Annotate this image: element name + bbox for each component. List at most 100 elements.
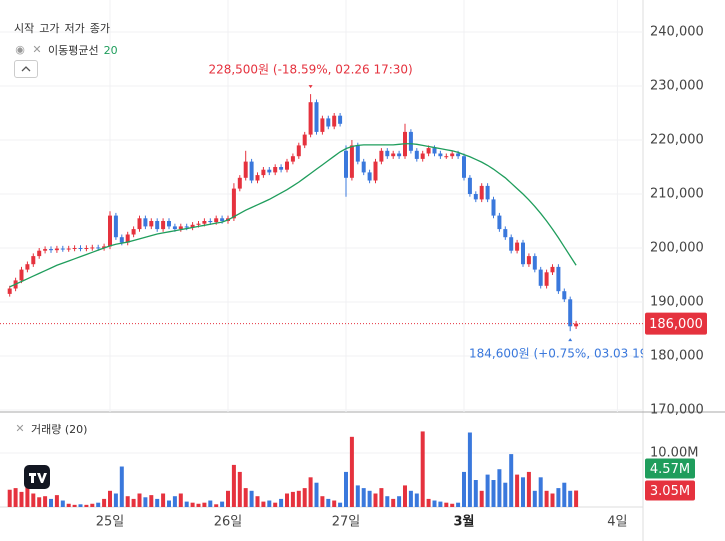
ohlc-label: 종가 [89,22,110,35]
volume-pane [0,431,643,507]
volume-bar [249,490,254,507]
candle-body [167,221,171,227]
candle-body [220,218,225,221]
candle-body [113,215,118,238]
volume-bar [184,501,189,507]
candle-body [43,249,48,251]
candle-body [237,177,242,189]
candle-body [473,194,478,200]
ohlc-legend: 시작 고가 저가 종가 [14,20,110,36]
volume-bar [190,502,195,507]
volume-bar [467,432,472,507]
candle-body [261,169,266,176]
close-icon[interactable]: ✕ [32,43,42,56]
volume-ma-label: 4.57M [650,462,690,477]
candle-body [285,161,289,170]
ohlc-label: 고가 [39,22,60,35]
candle-body [190,224,195,228]
volume-bar [72,504,77,507]
volume-bar [426,498,431,507]
candle-body [78,248,83,249]
y-tick-label: 190,000 [650,295,704,310]
candle-body [178,226,183,230]
candle-body [102,246,107,248]
candle-body [249,161,254,181]
candle-body [562,291,567,300]
volume-bar [521,477,525,507]
candle-body [550,266,555,273]
candle-body [338,115,343,124]
volume-bar [568,490,573,507]
volume-bar [178,493,183,507]
volume-title: 거래량 (20) [31,423,88,436]
candle-body [332,115,337,127]
volume-bar [108,490,112,507]
candle-body [497,215,502,230]
tv-logo [24,465,50,489]
volume-bar [131,498,136,507]
y-tick-label: 170,000 [650,403,704,418]
close-icon[interactable]: ✕ [15,422,25,435]
volume-bar [102,498,107,507]
candle-body [361,161,366,173]
volume-bar [556,488,561,507]
collapse-button[interactable] [14,60,38,78]
candle-body [90,247,95,249]
candle-body [49,249,53,251]
volume-bar [497,469,502,507]
volume-bar [379,488,384,507]
volume-bar [544,490,549,507]
candle-body [208,221,213,223]
volume-bar [403,485,407,507]
volume-ma-badge [645,458,695,479]
volume-bar [367,490,372,507]
candle-body [379,150,384,162]
volume-bar [214,504,219,507]
candle-body [143,218,148,227]
volume-bar [113,493,118,507]
eye-icon[interactable]: ◉ [15,43,25,56]
candle-body [444,156,449,158]
volume-bar [296,490,301,507]
candle-body [467,177,472,194]
candle-body [503,229,508,238]
volume-bar [308,477,313,507]
volume-bar [314,482,319,507]
candle-body [355,145,360,162]
y-tick-label: 220,000 [650,133,704,148]
candle-body [509,237,514,251]
candle-body [66,248,71,250]
candle-body [196,223,201,225]
candle-body [515,242,520,251]
volume-bar [338,502,343,507]
volume-bar [167,500,171,507]
candle-body [255,175,260,181]
volume-bar [385,496,390,507]
volume-bar [290,491,295,507]
candle-body [373,161,378,181]
volume-bar [473,480,478,507]
moving-average-line [9,143,577,288]
last-price-label: 186,000 [649,317,703,332]
candle-body [397,153,402,157]
volume-bar [19,491,24,507]
volume-bar [538,477,543,507]
candle-body [119,237,124,243]
volume-bar [49,498,53,507]
chevron [21,66,31,72]
candle-body [349,145,354,178]
volume-bar [438,501,443,507]
volume-bar [526,471,531,507]
low-annotation: 184,600원 (+0.75%, 03.03 19:00) [469,347,671,361]
candle-body [326,118,331,127]
volume-bar [320,496,325,507]
candle-body [149,221,154,227]
x-tick-label: 4일 [607,515,627,530]
volume-bar [78,504,83,507]
candle-body [214,218,219,223]
candle-body [574,323,579,327]
volume-bar [13,488,18,507]
volume-bar [515,474,520,507]
volume-bar [302,488,307,507]
